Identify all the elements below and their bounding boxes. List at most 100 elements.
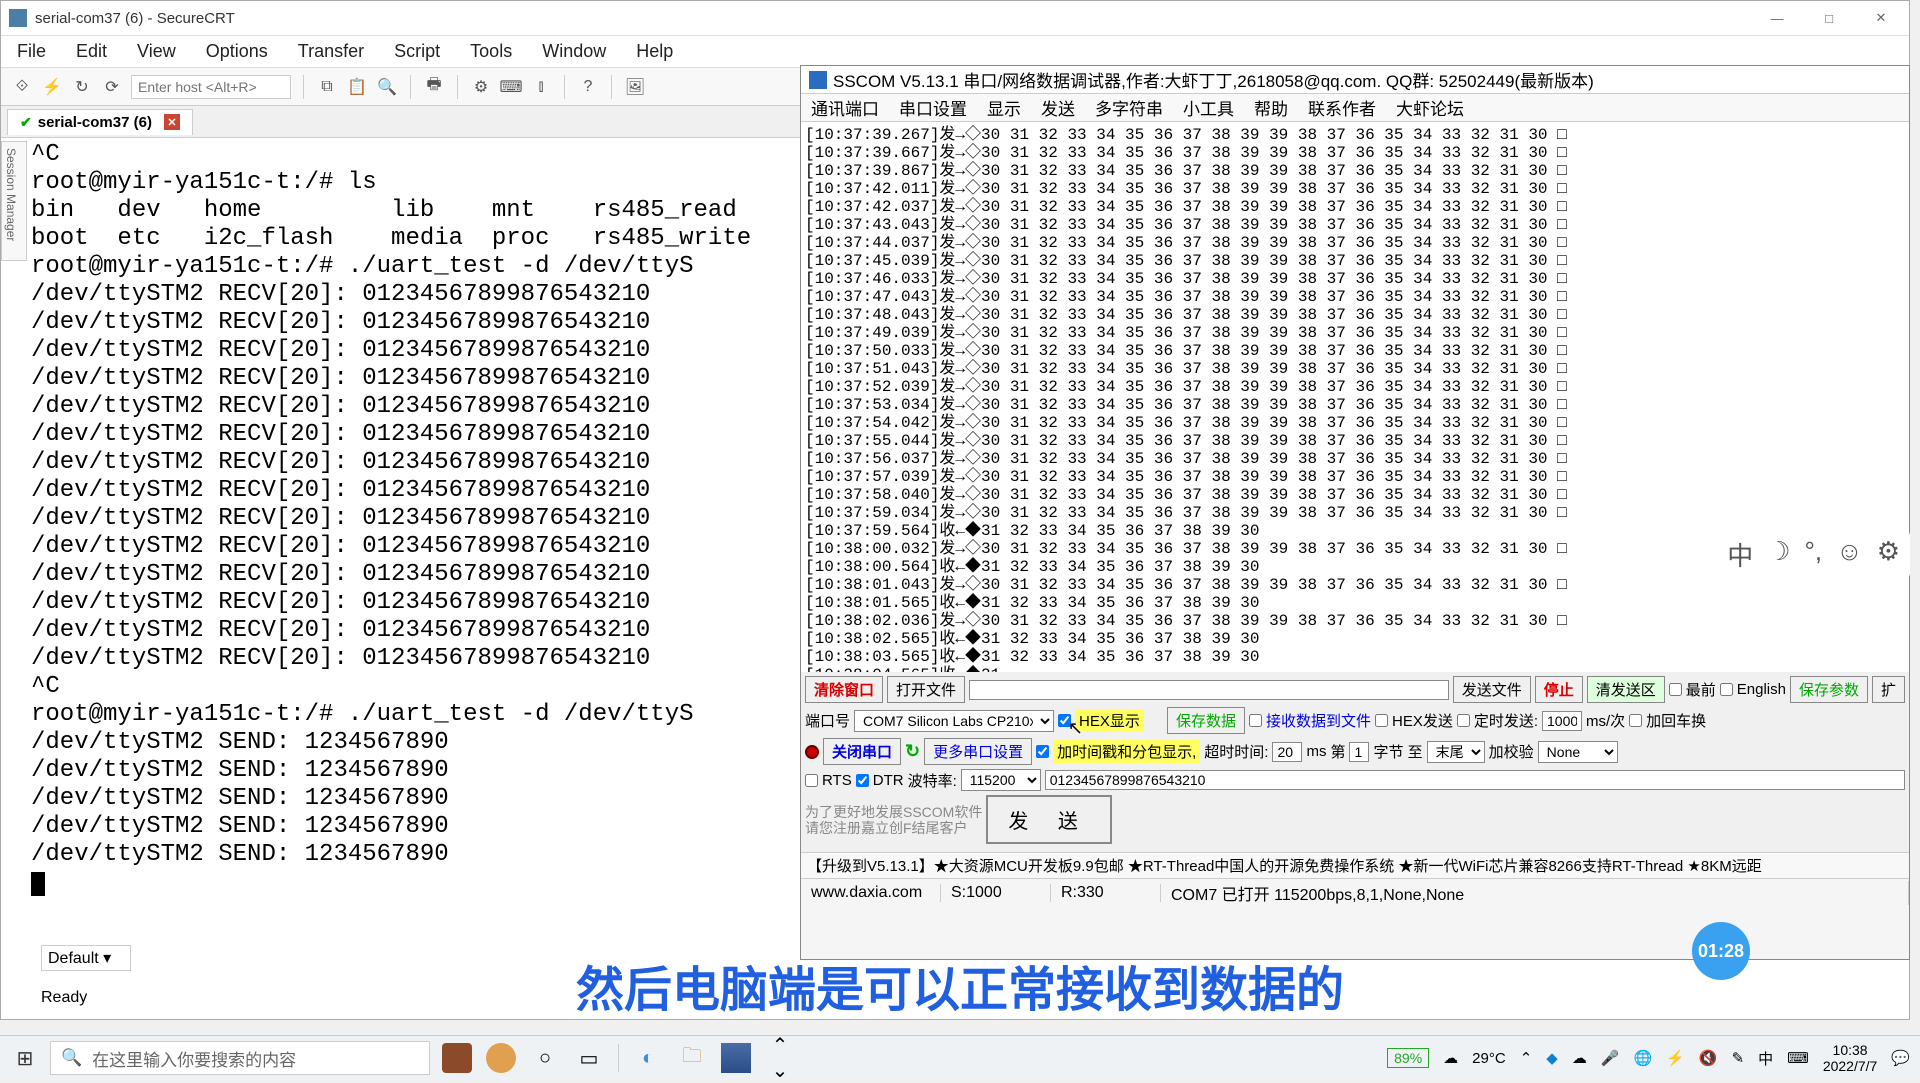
smile-icon[interactable]: ☺ xyxy=(1836,536,1863,573)
checksum-combo[interactable]: None xyxy=(1538,741,1618,763)
reconnect-all-icon[interactable]: ⟳ xyxy=(101,76,123,98)
timestamp-checkbox[interactable] xyxy=(1036,745,1049,758)
host-input[interactable] xyxy=(131,75,291,99)
clear-send-button[interactable]: 清发送区 xyxy=(1587,676,1665,703)
help-icon[interactable]: ? xyxy=(577,76,599,98)
menu-view[interactable]: View xyxy=(131,39,182,64)
gear-icon[interactable]: ⚙ xyxy=(1877,536,1900,573)
menu-window[interactable]: Window xyxy=(536,39,612,64)
tray-chevron-icon[interactable]: ⌃ xyxy=(1520,1049,1533,1067)
find-icon[interactable]: 🔍 xyxy=(376,76,398,98)
quick-connect-icon[interactable]: ⚡ xyxy=(41,76,63,98)
tray-network-icon[interactable]: 🌐 xyxy=(1634,1049,1653,1067)
tray-keyboard-icon[interactable]: ⌨ xyxy=(1787,1049,1809,1067)
tray-mic-icon[interactable]: 🎤 xyxy=(1601,1049,1620,1067)
menu-help[interactable]: Help xyxy=(630,39,679,64)
task-app3-icon[interactable] xyxy=(721,1043,751,1073)
start-button[interactable]: ⊞ xyxy=(0,1036,50,1081)
byte-pos-input[interactable] xyxy=(1349,742,1369,762)
sscom-data-area[interactable]: [10:37:39.267]发→◇30 31 32 33 34 35 36 37… xyxy=(801,122,1909,672)
tray-volume-icon[interactable]: 🔇 xyxy=(1699,1049,1718,1067)
terminal-output[interactable]: ^C root@myir-ya151c-t:/# ls bin dev home… xyxy=(31,141,791,931)
sscom-menu-settings[interactable]: 串口设置 xyxy=(899,95,967,120)
send-button[interactable]: 发 送 xyxy=(986,795,1112,844)
sscom-menu-tools[interactable]: 小工具 xyxy=(1183,95,1234,120)
tray-battery-icon[interactable]: ⚡ xyxy=(1666,1049,1685,1067)
sscom-menu-display[interactable]: 显示 xyxy=(987,95,1021,120)
battery-badge[interactable]: 89% xyxy=(1387,1048,1429,1068)
hex-send-checkbox[interactable] xyxy=(1375,714,1388,727)
tray-app1-icon[interactable]: ◆ xyxy=(1546,1049,1558,1067)
tray-clock[interactable]: 10:38 2022/7/7 xyxy=(1823,1042,1878,1074)
sscom-menu-contact[interactable]: 联系作者 xyxy=(1308,95,1376,120)
copy-icon[interactable]: ⧉ xyxy=(316,76,338,98)
default-combo[interactable]: Default ▾ xyxy=(41,945,131,971)
byte-end-combo[interactable]: 末尾 xyxy=(1427,741,1485,763)
menu-file[interactable]: File xyxy=(11,39,52,64)
save-params-button[interactable]: 保存参数 xyxy=(1790,676,1868,703)
weather-icon[interactable]: ☁ xyxy=(1443,1049,1458,1067)
menu-script[interactable]: Script xyxy=(388,39,446,64)
send-data-input[interactable] xyxy=(1045,770,1905,790)
send-file-button[interactable]: 发送文件 xyxy=(1453,676,1531,703)
close-port-button[interactable]: 关闭串口 xyxy=(823,738,901,765)
sscom-menu-multistring[interactable]: 多字符串 xyxy=(1095,95,1163,120)
top-checkbox[interactable] xyxy=(1669,683,1682,696)
keyboard-icon[interactable]: ⌨ xyxy=(500,76,522,98)
task-more-icon[interactable]: ⌃⌄ xyxy=(765,1043,795,1073)
maximize-button[interactable]: □ xyxy=(1809,6,1849,31)
minimize-button[interactable]: — xyxy=(1757,6,1797,31)
open-file-button[interactable]: 打开文件 xyxy=(887,676,965,703)
tray-notifications-icon[interactable]: 💬 xyxy=(1891,1049,1910,1067)
tray-onedrive-icon[interactable]: ☁ xyxy=(1572,1049,1587,1067)
menu-transfer[interactable]: Transfer xyxy=(292,39,370,64)
task-app2-icon[interactable] xyxy=(486,1043,516,1073)
session-manager-tab[interactable]: Session Manager xyxy=(1,141,27,261)
extend-button[interactable]: 扩 xyxy=(1872,676,1905,703)
file-path-input[interactable] xyxy=(969,680,1449,700)
task-explorer-icon[interactable]: 🗀 xyxy=(677,1043,707,1073)
menu-edit[interactable]: Edit xyxy=(70,39,113,64)
image-icon[interactable]: 🖼 xyxy=(624,76,646,98)
task-app1-icon[interactable] xyxy=(442,1043,472,1073)
print-icon[interactable]: 🖶 xyxy=(423,76,445,98)
more-settings-button[interactable]: 更多串口设置 xyxy=(924,738,1032,765)
hex-show-checkbox[interactable] xyxy=(1058,714,1071,727)
taskbar-search[interactable]: 🔍 在这里输入你要搜索的内容 xyxy=(50,1041,430,1075)
tab-close-button[interactable]: ✕ xyxy=(164,114,180,130)
clear-window-button[interactable]: 清除窗口 xyxy=(805,676,883,703)
recv-file-checkbox[interactable] xyxy=(1249,714,1262,727)
filter-icon[interactable]: ⫾ xyxy=(530,76,552,98)
tray-ime-icon[interactable]: 中 xyxy=(1758,1048,1773,1069)
close-button[interactable]: ✕ xyxy=(1861,6,1901,31)
refresh-icon[interactable]: ↻ xyxy=(905,741,920,762)
timed-interval-input[interactable] xyxy=(1542,711,1582,731)
save-data-button[interactable]: 保存数据 xyxy=(1167,707,1245,734)
reconnect-icon[interactable]: ↻ xyxy=(71,76,93,98)
baud-combo[interactable]: 115200 xyxy=(961,769,1041,791)
session-tab[interactable]: ✔ serial-com37 (6) ✕ xyxy=(7,109,193,135)
paste-icon[interactable]: 📋 xyxy=(346,76,368,98)
dtr-checkbox[interactable] xyxy=(856,774,869,787)
timeout-input[interactable] xyxy=(1272,742,1302,762)
connect-icon[interactable]: ⟐ xyxy=(11,76,33,98)
port-combo[interactable]: COM7 Silicon Labs CP210x U xyxy=(854,710,1054,732)
timed-send-checkbox[interactable] xyxy=(1457,714,1470,727)
ime-icon[interactable]: 中 xyxy=(1727,536,1753,573)
english-checkbox[interactable] xyxy=(1720,683,1733,696)
menu-options[interactable]: Options xyxy=(200,39,274,64)
task-view-icon[interactable]: ▭ xyxy=(574,1043,604,1073)
menu-tools[interactable]: Tools xyxy=(464,39,518,64)
rts-checkbox[interactable] xyxy=(805,774,818,787)
degree-icon[interactable]: °, xyxy=(1805,536,1823,573)
moon-icon[interactable]: ☽ xyxy=(1767,536,1790,573)
carriage-checkbox[interactable] xyxy=(1629,714,1642,727)
settings-icon[interactable]: ⚙ xyxy=(470,76,492,98)
titlebar[interactable]: serial-com37 (6) - SecureCRT — □ ✕ xyxy=(1,1,1909,36)
stop-button[interactable]: 停止 xyxy=(1535,676,1583,703)
task-cortana-icon[interactable]: ○ xyxy=(530,1043,560,1073)
sscom-menu-forum[interactable]: 大虾论坛 xyxy=(1396,95,1464,120)
sscom-menu-port[interactable]: 通讯端口 xyxy=(811,95,879,120)
sscom-menu-send[interactable]: 发送 xyxy=(1041,95,1075,120)
tray-pen-icon[interactable]: ✎ xyxy=(1732,1049,1745,1067)
